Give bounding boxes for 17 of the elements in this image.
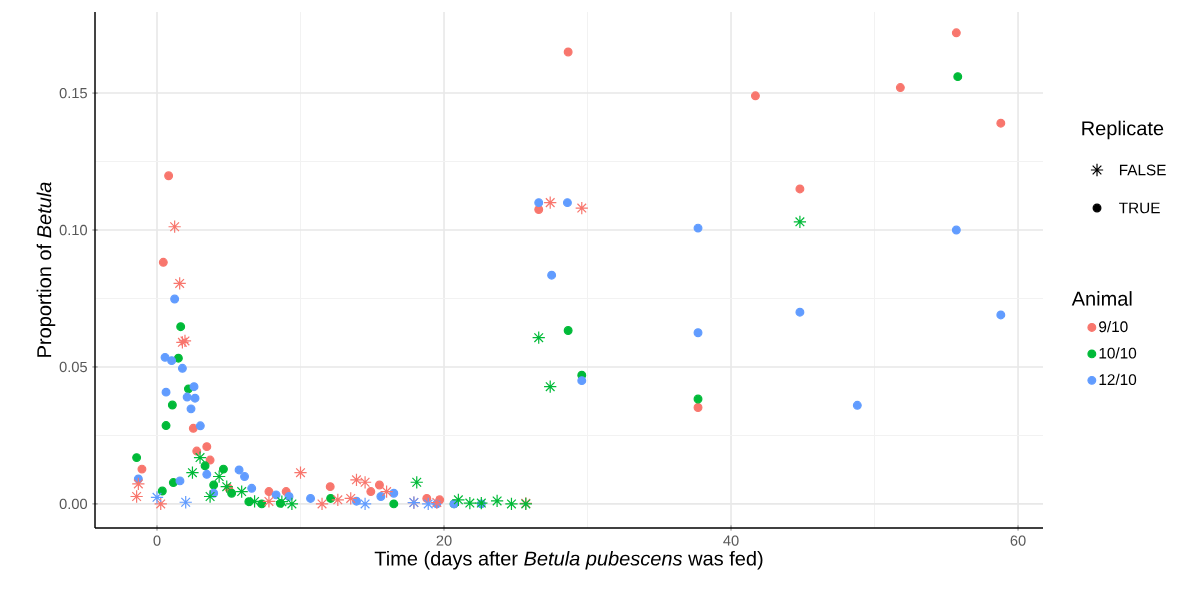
x-tick-label: 40 <box>723 535 739 546</box>
y-tick-label: 0.00 <box>59 498 88 510</box>
y-tick-label: 0.05 <box>59 361 87 373</box>
legend-label: 9/10 <box>1099 320 1128 333</box>
text: FALSE <box>1119 164 1166 176</box>
y-tick-label: 0.10 <box>59 224 88 236</box>
y-tick-label: 0.15 <box>59 87 87 99</box>
x-tick-label: 60 <box>1010 535 1026 546</box>
legend-title: Animal <box>1071 291 1132 306</box>
legend-label: 12/10 <box>1099 373 1137 386</box>
text: TRUE <box>1119 202 1160 214</box>
text: Replicate <box>1082 120 1164 140</box>
x-tick-label: 20 <box>436 535 452 546</box>
x-tick-label: 0 <box>153 535 161 546</box>
y-axis-title: Proportion of Betula <box>36 182 56 357</box>
x-axis-title: Time (days after Betula pubescens was fed) <box>374 550 763 570</box>
legend-label: 10/10 <box>1099 347 1137 359</box>
